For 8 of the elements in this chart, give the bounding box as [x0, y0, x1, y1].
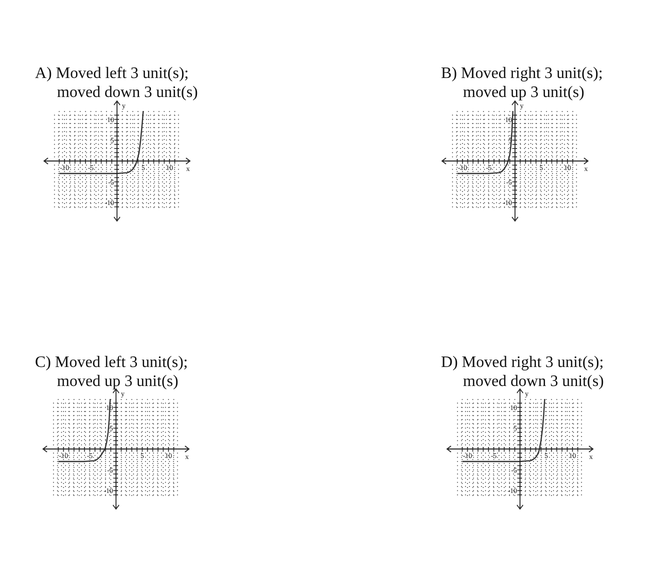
line-series: [58, 399, 111, 462]
line-series: [456, 111, 514, 174]
chart-title: A) Moved left 3 unit(s); moved down 3 unit(s): [35, 64, 199, 102]
line-series: [462, 399, 546, 462]
chart-title: B) Moved right 3 unit(s); moved up 3 unit(s): [441, 64, 604, 102]
chart-title: C) Moved left 3 unit(s); moved up 3 unit(s): [35, 353, 189, 391]
chart-title: D) Moved right 3 unit(s); moved down 3 unit(s): [441, 353, 605, 391]
line-series: [58, 111, 144, 174]
